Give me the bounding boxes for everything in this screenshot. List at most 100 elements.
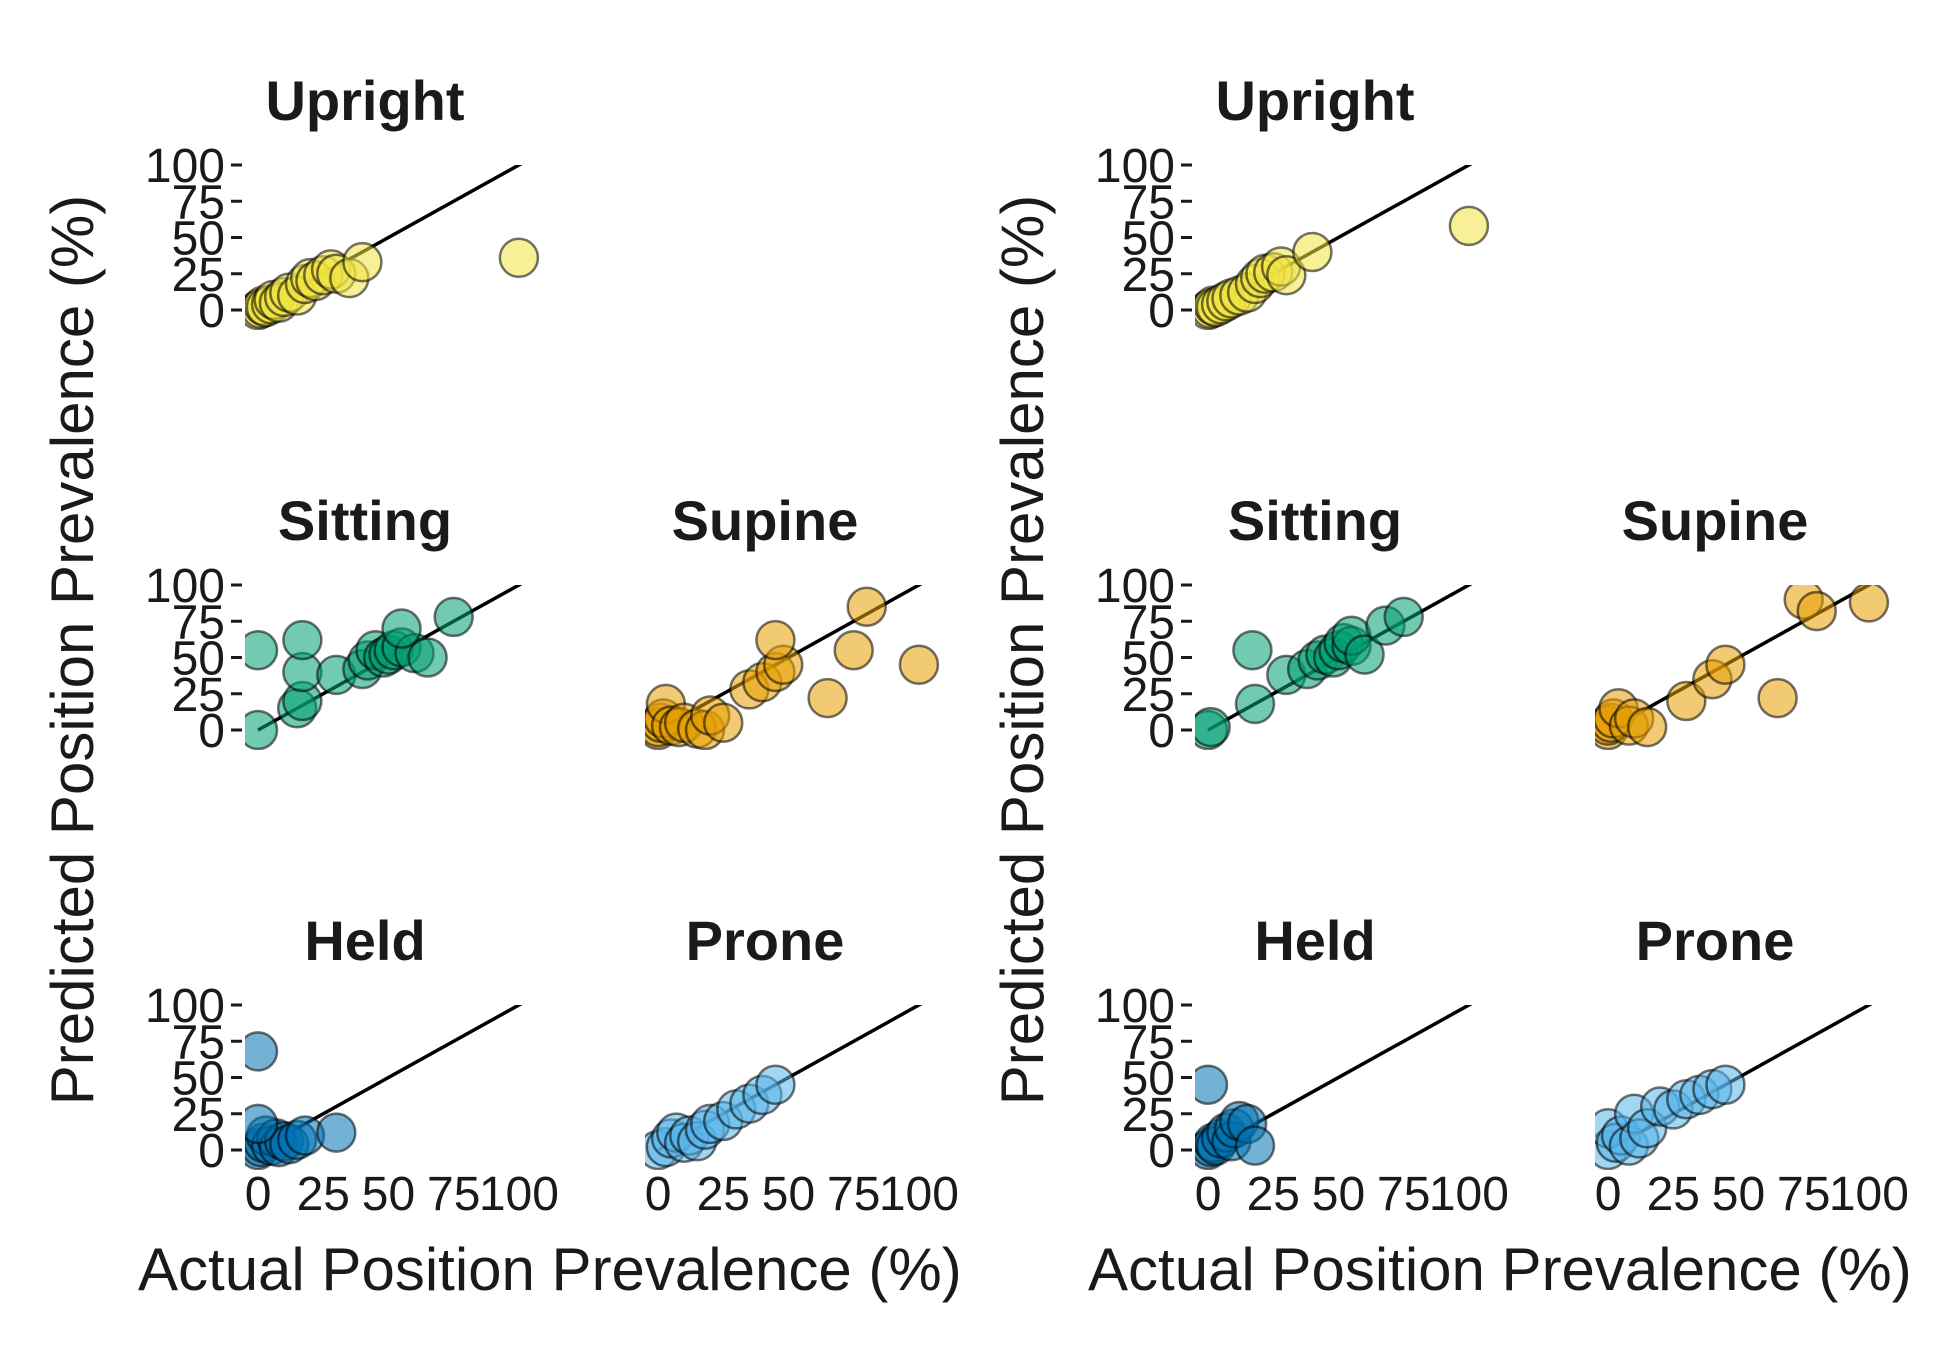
facet-title: Prone (1636, 909, 1795, 972)
y-axis-title: Predicted Position Prevalence (%) (39, 195, 106, 1105)
y-tick-label: 25 (172, 1089, 225, 1142)
y-tick-label: 75 (1122, 176, 1175, 229)
x-tick-label: 75 (427, 1168, 480, 1221)
y-tick-label: 50 (1122, 213, 1175, 266)
chart-1: Upright0255075100Sitting0255075100Supine… (39, 69, 962, 1303)
x-tick-label: 0 (245, 1168, 272, 1221)
facet-title: Sitting (1228, 489, 1402, 552)
y-tick-label: 50 (172, 1053, 225, 1106)
y-tick-label: 0 (198, 1125, 225, 1178)
x-axis-title: Actual Position Prevalence (%) (1088, 1236, 1912, 1303)
y-tick-label: 25 (172, 249, 225, 302)
x-tick-label: 75 (827, 1168, 880, 1221)
x-tick-label: 75 (1777, 1168, 1830, 1221)
y-tick-label: 50 (1122, 1053, 1175, 1106)
x-tick-label: 0 (1195, 1168, 1222, 1221)
data-point (1234, 1125, 1276, 1166)
x-tick-label: 25 (697, 1168, 750, 1221)
x-tick-label: 100 (479, 1168, 559, 1221)
x-tick-label: 25 (1647, 1168, 1700, 1221)
data-point (1195, 1064, 1229, 1105)
facet-title: Supine (672, 489, 859, 552)
y-tick-label: 50 (1122, 633, 1175, 686)
x-tick-label: 50 (762, 1168, 815, 1221)
panel-supine: Supine (1595, 489, 1890, 750)
data-point (498, 237, 540, 279)
data-point (1705, 1064, 1746, 1105)
y-tick-label: 25 (1122, 1089, 1175, 1142)
facet-title: Supine (1622, 489, 1809, 552)
data-point (1757, 677, 1798, 719)
data-point (1344, 634, 1385, 675)
data-point (1195, 706, 1231, 748)
y-tick-label: 75 (1122, 596, 1175, 649)
y-tick-label: 0 (1148, 285, 1175, 338)
facet-title: Upright (265, 69, 464, 132)
reference-line (1607, 585, 1873, 732)
data-point (898, 644, 940, 685)
facet-title: Upright (1215, 69, 1414, 132)
data-point (807, 677, 848, 719)
y-tick-label: 75 (172, 176, 225, 229)
y-axis-title: Predicted Position Prevalence (%) (989, 195, 1056, 1105)
data-point (245, 1103, 279, 1145)
y-tick-label: 25 (1122, 249, 1175, 302)
data-point (1234, 683, 1276, 725)
y-tick-label: 0 (198, 705, 225, 758)
x-tick-label: 75 (1377, 1168, 1430, 1221)
data-point (245, 709, 279, 750)
x-tick-label: 25 (1247, 1168, 1300, 1221)
y-tick-label: 0 (198, 285, 225, 338)
y-tick-label: 100 (1095, 140, 1175, 193)
y-tick-label: 0 (1148, 1125, 1175, 1178)
data-point (282, 619, 323, 661)
data-point (407, 637, 448, 678)
x-tick-label: 50 (362, 1168, 415, 1221)
facet-title: Sitting (278, 489, 452, 552)
y-tick-label: 75 (1122, 1016, 1175, 1069)
data-point (846, 586, 887, 627)
y-tick-label: 100 (145, 560, 225, 613)
x-tick-label: 0 (645, 1168, 672, 1221)
data-point (1266, 254, 1307, 296)
data-point (245, 1031, 279, 1072)
x-tick-label: 100 (1829, 1168, 1909, 1221)
data-point (703, 702, 744, 743)
data-point (1796, 590, 1837, 632)
data-point (245, 630, 279, 671)
y-tick-label: 75 (172, 1016, 225, 1069)
panel-supine: Supine (645, 489, 940, 750)
y-tick-label: 50 (172, 213, 225, 266)
data-point (1448, 205, 1490, 247)
x-tick-label: 50 (1712, 1168, 1765, 1221)
y-tick-label: 0 (1148, 705, 1175, 758)
facet-title: Held (304, 909, 425, 972)
y-tick-label: 100 (145, 980, 225, 1033)
y-tick-label: 75 (172, 596, 225, 649)
data-point (316, 1112, 357, 1153)
y-tick-label: 100 (1095, 980, 1175, 1033)
y-tick-label: 25 (1122, 669, 1175, 722)
data-point (755, 619, 796, 661)
data-point (1848, 585, 1890, 623)
data-point (433, 596, 474, 638)
chart-2: Upright0255075100Sitting0255075100Supine… (989, 69, 1912, 1303)
y-tick-label: 25 (172, 669, 225, 722)
y-tick-label: 100 (145, 140, 225, 193)
data-point (342, 241, 383, 283)
data-point (1232, 630, 1273, 671)
x-tick-label: 0 (1595, 1168, 1622, 1221)
data-point (755, 1064, 796, 1105)
y-tick-label: 100 (1095, 560, 1175, 613)
x-axis-title: Actual Position Prevalence (%) (138, 1236, 962, 1303)
facet-title: Held (1254, 909, 1375, 972)
x-tick-label: 100 (879, 1168, 959, 1221)
